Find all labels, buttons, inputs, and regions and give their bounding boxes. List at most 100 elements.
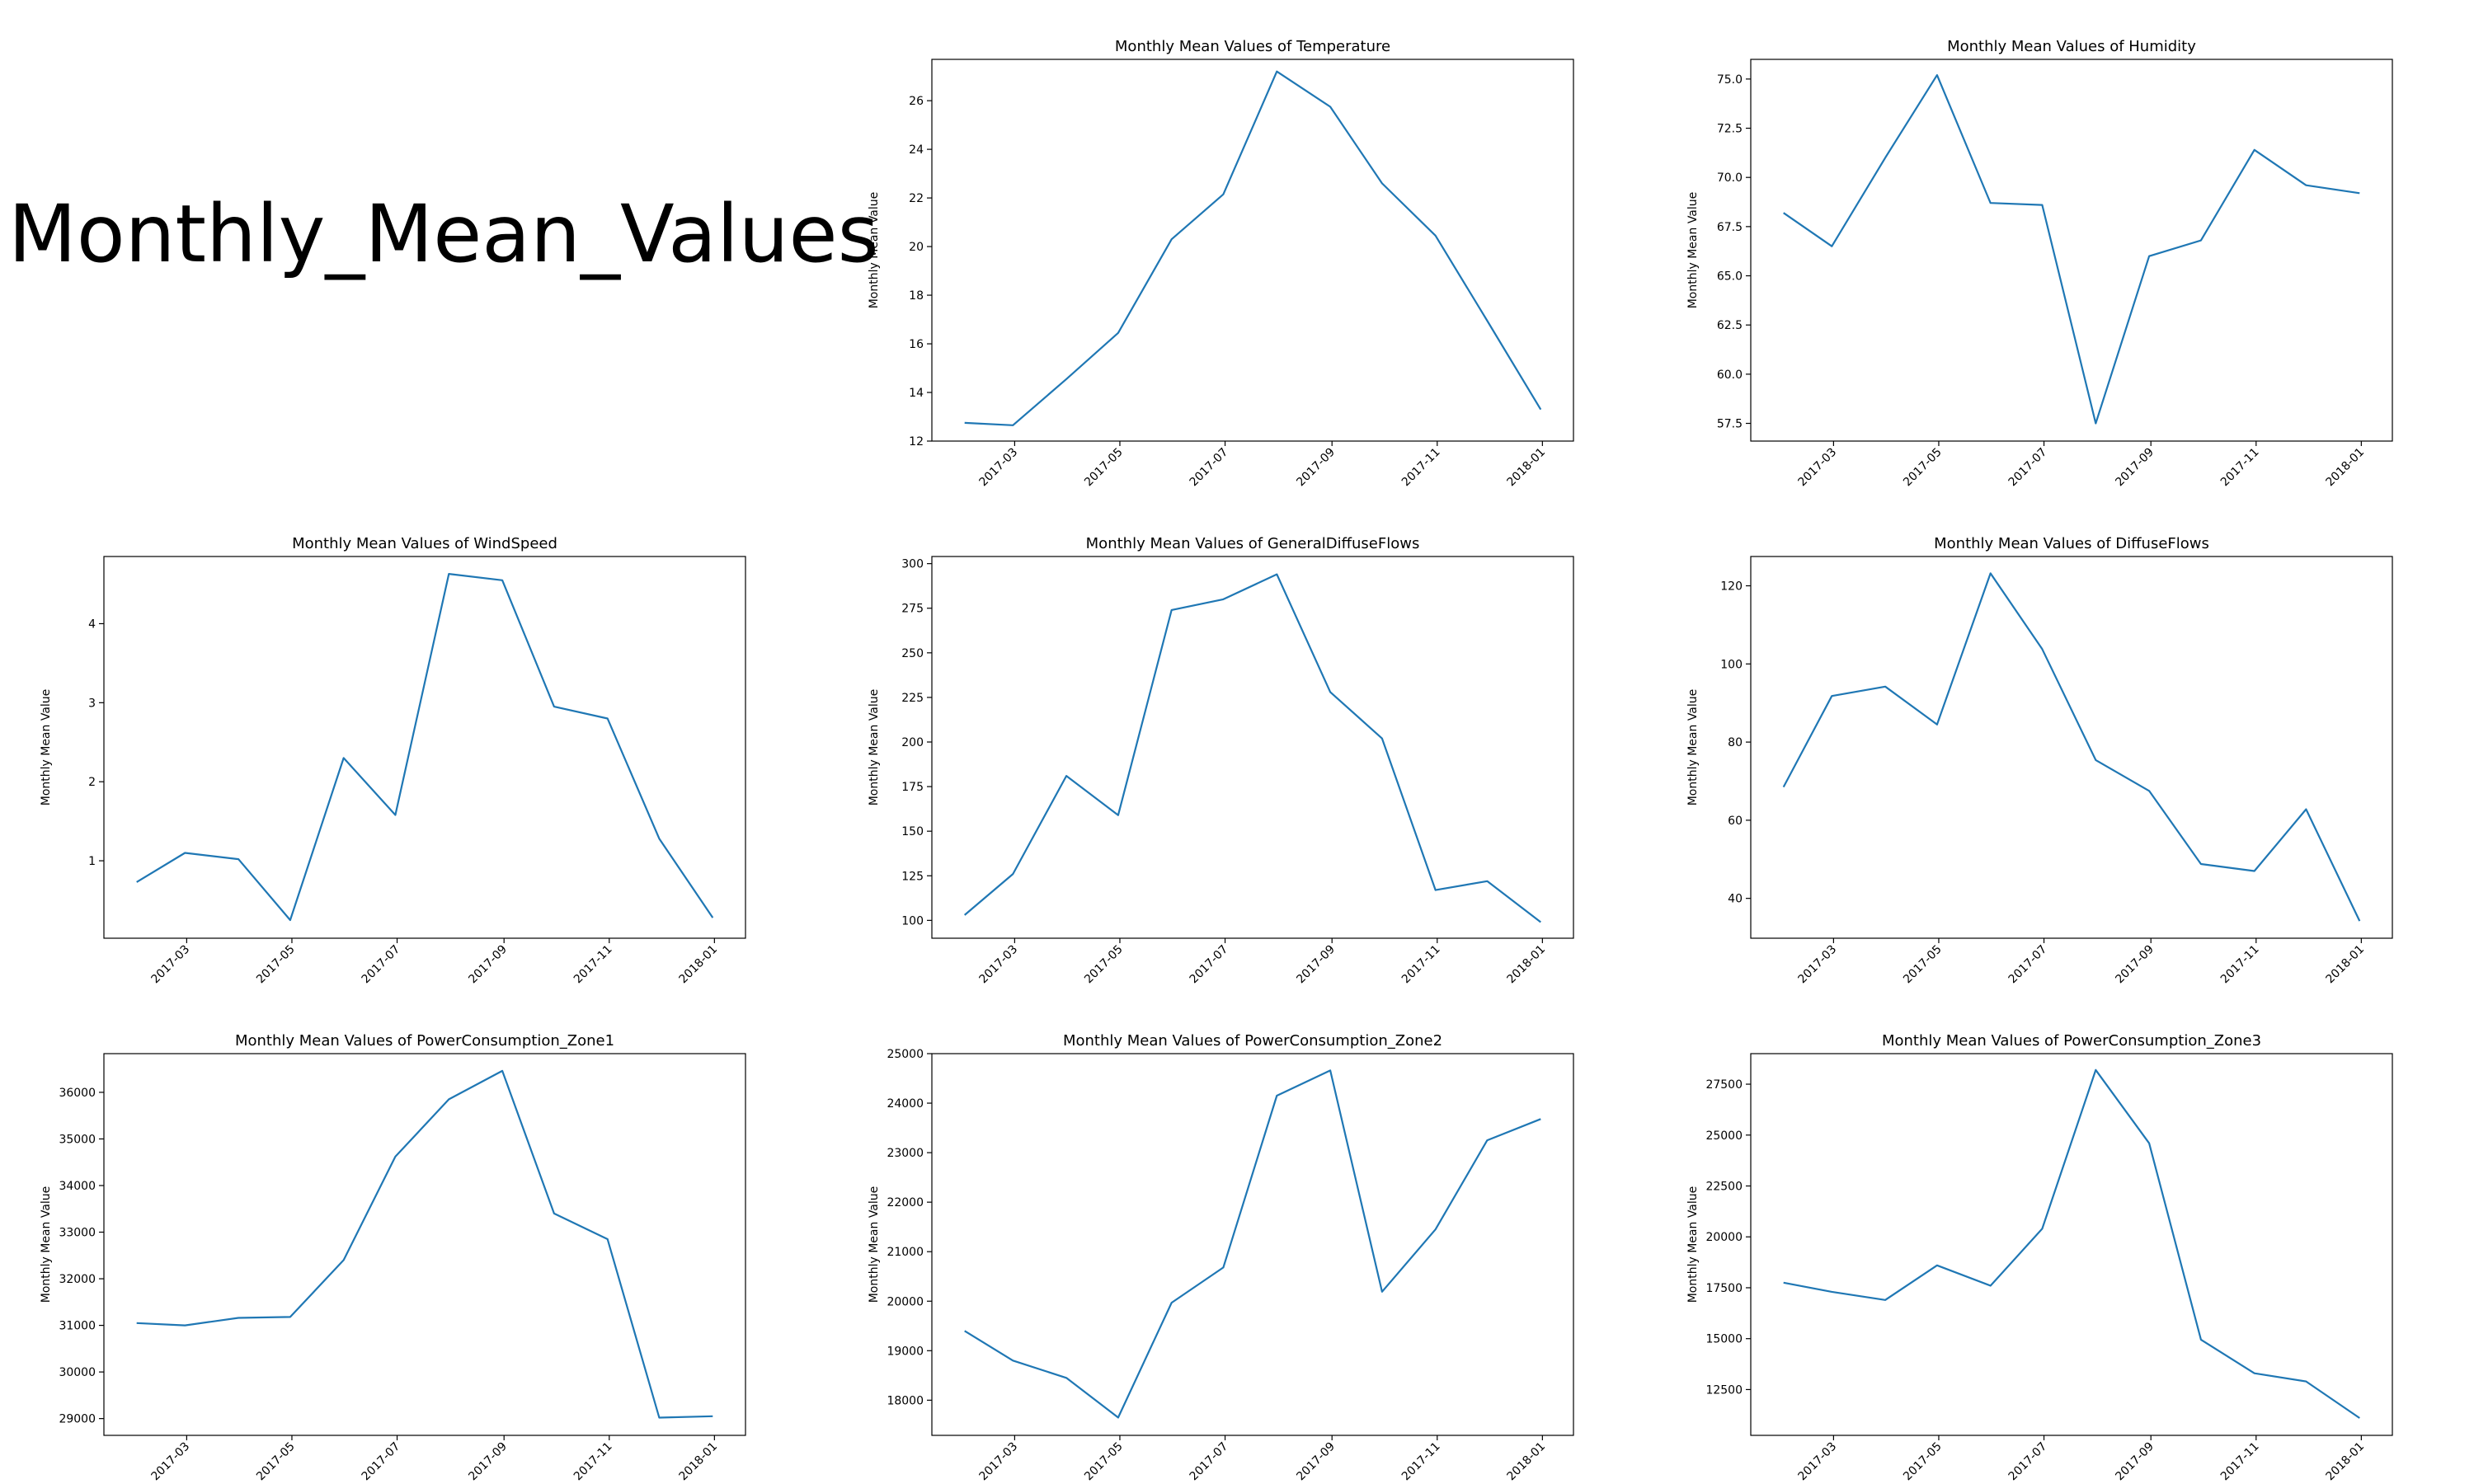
- x-tick-label: 2017-09: [466, 1440, 510, 1484]
- y-tick-label: 125: [901, 870, 924, 883]
- x-tick-label: 2017-07: [360, 1440, 403, 1484]
- x-tick-label: 2017-11: [2218, 943, 2262, 987]
- y-axis-label: Monthly Mean Value: [1686, 192, 1700, 309]
- x-tick-label: 2017-03: [149, 943, 193, 987]
- x-tick-label: 2017-09: [1294, 943, 1338, 987]
- plot-frame: [103, 1053, 746, 1436]
- x-tick-label: 2017-11: [2218, 1440, 2262, 1484]
- subplot: Monthly Mean Values of WindSpeed 1 2 3 4 2017…: [40, 535, 746, 987]
- y-tick-label: 60: [1728, 815, 1743, 828]
- subplot-title: Monthly Mean Values of PowerConsumption_…: [235, 1032, 614, 1050]
- y-tick-label: 20000: [1705, 1231, 1743, 1244]
- y-tick-label: 18000: [887, 1394, 924, 1407]
- series-line: [1783, 1068, 2360, 1419]
- y-tick-label: 225: [901, 692, 924, 705]
- x-tick-label: 2017-03: [149, 1440, 193, 1484]
- figure-title: Monthly_Mean_Values: [8, 188, 879, 280]
- y-tick-label: 22: [909, 192, 924, 205]
- y-tick-label: 29000: [59, 1413, 96, 1426]
- series-line: [1783, 73, 2360, 425]
- subplot: Monthly Mean Values of PowerConsumption_…: [1686, 1032, 2393, 1484]
- y-tick-label: 4: [88, 618, 96, 631]
- x-tick-label: 2018-01: [1505, 1440, 1549, 1484]
- y-axis-label: Monthly Mean Value: [40, 689, 53, 806]
- y-tick-label: 100: [901, 914, 924, 928]
- x-tick-label: 2018-01: [1505, 446, 1549, 490]
- x-tick-label: 2017-09: [466, 943, 510, 987]
- y-tick-label: 19000: [887, 1345, 924, 1358]
- x-tick-label: 2017-09: [1294, 1440, 1338, 1484]
- y-tick-label: 100: [1720, 658, 1743, 671]
- y-tick-label: 22500: [1705, 1181, 1743, 1194]
- x-tick-label: 2017-03: [1796, 943, 1840, 987]
- y-tick-label: 275: [901, 603, 924, 616]
- y-tick-label: 34000: [59, 1180, 96, 1193]
- x-tick-label: 2017-05: [1082, 446, 1126, 490]
- x-tick-label: 2017-11: [1399, 943, 1443, 987]
- y-tick-label: 15000: [1705, 1333, 1743, 1346]
- subplot: Monthly Mean Values of PowerConsumption_…: [40, 1032, 746, 1484]
- y-tick-label: 26: [909, 95, 924, 108]
- x-tick-label: 2018-01: [677, 1440, 721, 1484]
- y-axis-label: Monthly Mean Value: [1686, 1186, 1700, 1303]
- x-tick-label: 2017-07: [1188, 446, 1231, 490]
- subplot-title: Monthly Mean Values of Humidity: [1947, 38, 2196, 55]
- y-axis-label: Monthly Mean Value: [868, 1186, 881, 1303]
- y-axis-label: Monthly Mean Value: [40, 1186, 53, 1303]
- x-tick-label: 2017-05: [254, 1440, 298, 1484]
- y-tick-label: 24000: [887, 1097, 924, 1111]
- x-tick-label: 2017-11: [1399, 446, 1443, 490]
- y-tick-label: 22000: [887, 1196, 924, 1209]
- x-tick-label: 2018-01: [677, 943, 721, 987]
- y-tick-label: 250: [901, 647, 924, 660]
- x-tick-label: 2017-11: [1399, 1440, 1443, 1484]
- y-tick-label: 25000: [1705, 1129, 1743, 1143]
- x-tick-label: 2017-03: [1796, 446, 1840, 490]
- x-tick-label: 2017-03: [1796, 1440, 1840, 1484]
- y-tick-label: 17500: [1705, 1282, 1743, 1295]
- x-tick-label: 2018-01: [2324, 1440, 2368, 1484]
- x-tick-label: 2017-03: [977, 943, 1021, 987]
- y-tick-label: 18: [909, 289, 924, 303]
- y-tick-label: 72.5: [1717, 123, 1743, 136]
- y-tick-label: 300: [901, 558, 924, 571]
- x-tick-label: 2017-07: [1188, 943, 1231, 987]
- y-tick-label: 57.5: [1717, 418, 1743, 431]
- subplot: Monthly Mean Values of GeneralDiffuseFlo…: [868, 535, 1574, 987]
- series-line: [964, 1069, 1541, 1419]
- x-tick-label: 2017-07: [2006, 446, 2050, 490]
- y-tick-label: 20: [909, 241, 924, 254]
- y-tick-label: 24: [909, 143, 924, 157]
- y-tick-label: 62.5: [1717, 319, 1743, 332]
- x-tick-label: 2017-07: [2006, 943, 2050, 987]
- y-tick-label: 21000: [887, 1246, 924, 1259]
- x-tick-label: 2017-05: [1901, 1440, 1945, 1484]
- y-tick-label: 2: [88, 776, 96, 789]
- series-line: [136, 1069, 713, 1419]
- x-tick-label: 2017-11: [571, 1440, 615, 1484]
- y-tick-label: 25000: [887, 1048, 924, 1061]
- x-tick-label: 2018-01: [2324, 446, 2368, 490]
- subplot-title: Monthly Mean Values of WindSpeed: [292, 535, 557, 552]
- x-tick-label: 2017-09: [2113, 1440, 2157, 1484]
- y-tick-label: 30000: [59, 1366, 96, 1379]
- y-tick-label: 175: [901, 781, 924, 794]
- y-tick-label: 35000: [59, 1133, 96, 1146]
- subplot-title: Monthly Mean Values of DiffuseFlows: [1934, 535, 2209, 552]
- x-tick-label: 2017-03: [977, 1440, 1021, 1484]
- x-tick-label: 2017-11: [2218, 446, 2262, 490]
- subplot-title: Monthly Mean Values of PowerConsumption_…: [1882, 1032, 2261, 1050]
- series-line: [136, 572, 714, 922]
- plot-frame: [931, 556, 1574, 939]
- y-tick-label: 27500: [1705, 1078, 1743, 1092]
- y-tick-label: 12500: [1705, 1383, 1743, 1397]
- y-tick-label: 36000: [59, 1087, 96, 1100]
- y-tick-label: 80: [1728, 736, 1743, 749]
- y-axis-label: Monthly Mean Value: [868, 689, 881, 806]
- plot-frame: [1750, 59, 2393, 442]
- x-tick-label: 2017-11: [571, 943, 615, 987]
- y-tick-label: 14: [909, 387, 924, 400]
- x-tick-label: 2017-07: [2006, 1440, 2050, 1484]
- subplot-title: Monthly Mean Values of GeneralDiffuseFlo…: [1086, 535, 1420, 552]
